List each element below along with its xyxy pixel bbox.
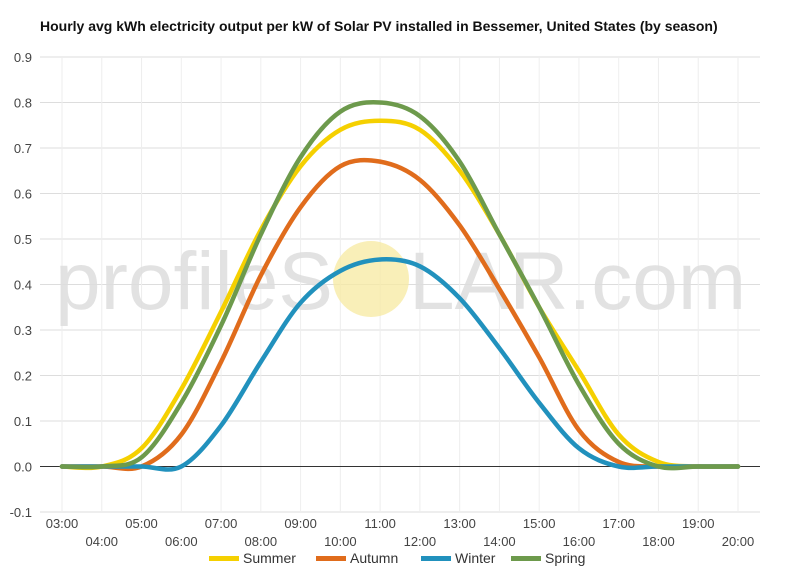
chart-svg: profileS LAR.com -0.1 0.0 0.1 0.2 0.3 0.4 0.5 0… [10,50,760,548]
x-tick-label: 09:00 [284,516,317,531]
x-tick-label: 19:00 [682,516,715,531]
y-tick-label: 0.0 [14,460,32,475]
y-tick-label: 0.5 [14,232,32,247]
x-tick-label: 10:00 [324,534,357,548]
x-tick-label: 16:00 [563,534,596,548]
x-tick-label: 15:00 [523,516,556,531]
y-tick-label: 0.8 [14,96,32,111]
x-tick-label: 03:00 [46,516,79,531]
x-tick-label: 20:00 [722,534,755,548]
legend-item-winter[interactable]: Winter [421,549,495,567]
chart-title: Hourly avg kWh electricity output per kW… [40,18,718,34]
x-tick-label: 14:00 [483,534,516,548]
x-tick-label: 07:00 [205,516,238,531]
series-line-summer [59,118,741,471]
series-line-autumn [59,157,741,472]
x-tick-label: 04:00 [85,534,118,548]
legend-item-spring[interactable]: Spring [511,549,585,567]
legend-swatch-autumn [316,555,346,561]
legend-swatch-summer [209,555,239,561]
x-tick-label: 08:00 [245,534,278,548]
y-tick-label: 0.3 [14,323,32,338]
legend-item-autumn[interactable]: Autumn [316,549,398,567]
watermark-sun-icon [333,241,409,317]
watermark-text-right: LAR.com [409,236,746,327]
x-tick-label: 06:00 [165,534,198,548]
x-tick-label: 05:00 [125,516,158,531]
grid-layer [40,56,760,513]
legend-label-spring: Spring [545,550,586,566]
legend: Summer Autumn Winter Spring [0,549,800,567]
y-tick-label: 0.2 [14,369,32,384]
series-layer [59,100,741,472]
x-tick-label: 13:00 [443,516,476,531]
x-tick-label: 18:00 [642,534,675,548]
legend-label-autumn: Autumn [350,550,399,566]
axis-layer: -0.1 0.0 0.1 0.2 0.3 0.4 0.5 0.6 0.7 0.8 0.9 03:00 0… [10,50,760,548]
x-tick-label: 11:00 [364,516,396,531]
watermark: profileS LAR.com [55,236,746,327]
legend-label-winter: Winter [455,550,496,566]
y-tick-label: 0.1 [14,414,32,429]
legend-swatch-spring [511,555,541,561]
y-tick-label: 0.6 [14,187,32,202]
y-tick-label: 0.4 [14,278,32,293]
y-tick-label: 0.7 [14,141,32,156]
legend-swatch-winter [421,555,451,561]
x-tick-label: 12:00 [404,534,437,548]
y-tick-label: 0.9 [14,50,32,65]
legend-label-summer: Summer [243,550,296,566]
series-line-spring [59,100,741,471]
y-tick-label: -0.1 [10,505,32,520]
series-line-winter [59,257,741,472]
watermark-text-left: profileS [55,236,333,327]
legend-item-summer[interactable]: Summer [209,549,296,567]
x-tick-label: 17:00 [602,516,635,531]
